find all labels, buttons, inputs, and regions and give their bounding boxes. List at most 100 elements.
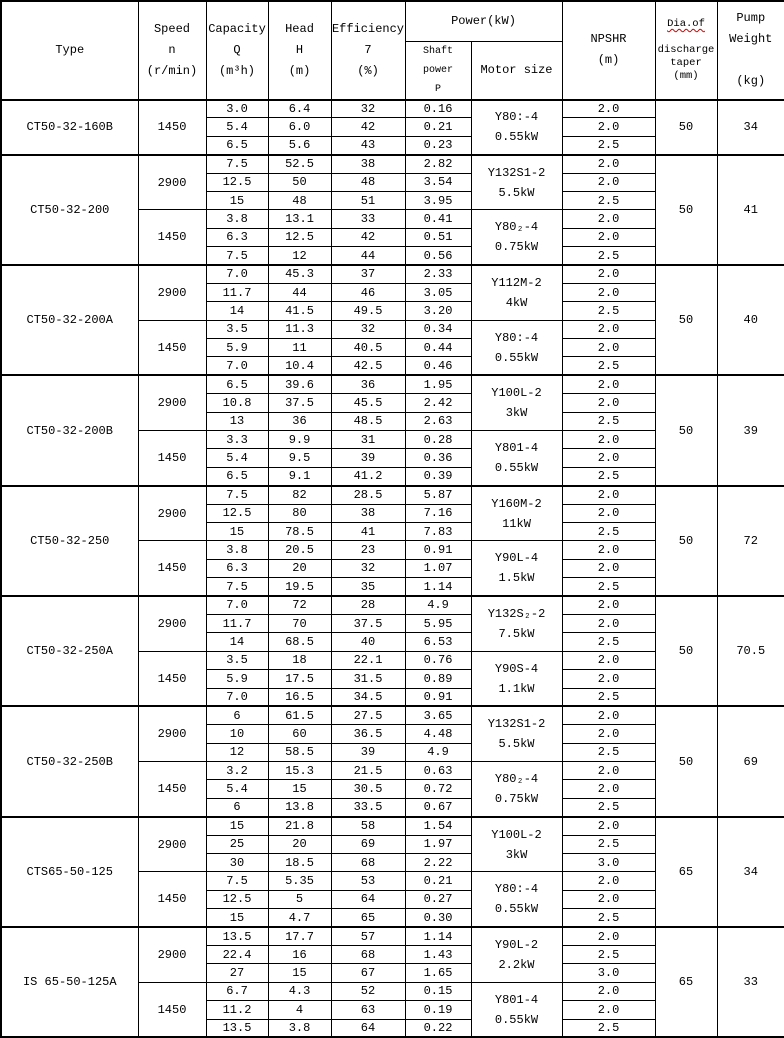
discharge-dia-cell: 65	[654, 815, 718, 928]
efficiency-cell: 31.5	[330, 669, 406, 689]
header-speed: Speed n (r/min)	[137, 0, 207, 100]
capacity-cell: 6	[205, 705, 269, 726]
npshr-cell: 2.5	[561, 632, 656, 652]
capacity-cell: 6.3	[205, 558, 269, 579]
header-capacity: Capacity Q (m³h)	[205, 0, 269, 100]
capacity-cell: 15	[205, 190, 269, 211]
shaft-power-cell: 2.63	[404, 411, 472, 432]
capacity-cell: 10	[205, 724, 269, 744]
capacity-cell: 15	[205, 908, 269, 928]
npshr-cell: 2.0	[561, 724, 656, 744]
npshr-cell: 3.0	[561, 853, 656, 873]
efficiency-cell: 53	[330, 871, 406, 891]
shaft-power-cell: 0.16	[404, 98, 472, 119]
speed-cell: 2900	[137, 374, 207, 432]
speed-cell: 2900	[137, 264, 207, 321]
speed-cell: 1450	[137, 98, 207, 156]
discharge-dia-cell: 50	[654, 264, 718, 376]
npshr-cell: 2.5	[561, 834, 656, 855]
npshr-cell: 2.5	[561, 301, 656, 321]
capacity-cell: 12.5	[205, 503, 269, 523]
head-cell: 80	[267, 503, 332, 523]
efficiency-cell: 37	[330, 263, 406, 284]
head-cell: 13.1	[267, 209, 332, 229]
discharge-dia-cell: 50	[654, 153, 718, 266]
table-row: 11.7 70 37.5 5.95 2.0	[1, 613, 784, 634]
efficiency-cell: 69	[330, 834, 406, 855]
capacity-cell: 12.5	[205, 172, 269, 192]
speed-cell: 1450	[137, 540, 207, 597]
head-cell: 15	[267, 779, 332, 799]
table-row: 30 18.5 68 2.22 3.0	[1, 853, 784, 873]
head-cell: 37.5	[267, 393, 332, 413]
table-row: 1450 3.8 13.1 33 0.41 Y80₂-4 0.75kW 2.0	[1, 209, 784, 266]
efficiency-cell: 28	[330, 595, 406, 615]
head-cell: 50	[267, 172, 332, 192]
head-cell: 16	[267, 944, 332, 965]
efficiency-cell: 30.5	[330, 779, 406, 799]
efficiency-cell: 32	[330, 98, 406, 119]
shaft-power-cell: 1.54	[404, 815, 472, 836]
pump-type-cell: CT50-32-160B	[0, 98, 139, 156]
header-motor-size: Motor size	[470, 40, 563, 100]
efficiency-cell: 32	[330, 558, 406, 579]
npshr-cell: 2.5	[561, 356, 656, 376]
efficiency-cell: 49.5	[330, 301, 406, 321]
table-row: CTS65-50-125 2900 15 21.8 58 1.54 Y100L-2 3kW 2…	[0, 815, 784, 928]
header-discharge-dia: Dia.of discharge taper (mm)	[654, 0, 718, 100]
efficiency-cell: 46	[330, 282, 406, 303]
capacity-cell: 10.8	[205, 393, 269, 413]
pump-type-cell: CT50-32-200	[0, 153, 139, 266]
table-row: 6.3 20 32 1.07 2.0	[1, 558, 784, 579]
capacity-cell: 15	[205, 815, 269, 836]
pump-weight-cell: 39	[716, 374, 784, 487]
table-row: CT50-32-250B 2900 6 61.5 27.5 3.65 Y132S1-2 5.…	[0, 705, 784, 818]
motor-size-cell: Y801-4 0.55kW	[470, 981, 563, 1038]
npshr-cell: 2.0	[561, 503, 656, 523]
shaft-power-cell: 0.46	[404, 356, 472, 376]
efficiency-cell: 63	[330, 1000, 406, 1020]
discharge-dia-cell: 50	[654, 98, 718, 156]
head-cell: 20.5	[267, 540, 332, 560]
table-row: 13 36 48.5 2.63 2.5	[1, 411, 784, 432]
efficiency-cell: 64	[330, 1018, 406, 1038]
capacity-cell: 22.4	[205, 944, 269, 965]
efficiency-cell: 42	[330, 227, 406, 248]
efficiency-cell: 40.5	[330, 338, 406, 358]
table-row: 6 13.8 33.5 0.67 2.5	[1, 797, 784, 818]
npshr-cell: 2.0	[561, 484, 656, 505]
head-cell: 4.7	[267, 908, 332, 928]
capacity-cell: 3.5	[205, 319, 269, 340]
efficiency-cell: 42.5	[330, 356, 406, 376]
shaft-power-cell: 3.95	[404, 190, 472, 211]
table-row: IS 65-50-125A 2900 13.5 17.7 57 1.14 Y90L-2 2.…	[0, 926, 784, 1038]
table-row: 7.0 10.4 42.5 0.46 2.5	[1, 356, 784, 376]
pump-type-cell: IS 65-50-125A	[0, 926, 139, 1038]
table-row: 14 41.5 49.5 3.20 2.5	[1, 301, 784, 321]
capacity-cell: 11.2	[205, 1000, 269, 1020]
capacity-cell: 27	[205, 963, 269, 983]
npshr-cell: 2.0	[561, 117, 656, 137]
table-row: 22.4 16 68 1.43 2.5	[1, 944, 784, 965]
efficiency-cell: 51	[330, 190, 406, 211]
npshr-cell: 2.0	[561, 871, 656, 891]
capacity-cell: 11.7	[205, 282, 269, 303]
npshr-cell: 2.5	[561, 411, 656, 432]
table-row: CT50-32-200 2900 7.5 52.5 38 2.82 Y132S1-2 5.5…	[0, 153, 784, 266]
npshr-cell: 2.0	[561, 981, 656, 1002]
speed-cell: 1450	[137, 319, 207, 376]
efficiency-cell: 28.5	[330, 484, 406, 505]
motor-size-cell: Y160M-2 11kW	[470, 484, 563, 542]
pump-weight-cell: 70.5	[716, 595, 784, 707]
head-cell: 6.4	[267, 98, 332, 119]
shaft-power-cell: 3.05	[404, 282, 472, 303]
shaft-power-cell: 1.14	[404, 577, 472, 597]
head-cell: 17.7	[267, 926, 332, 946]
table-row: 14 68.5 40 6.53 2.5	[1, 632, 784, 652]
capacity-cell: 7.5	[205, 871, 269, 891]
capacity-cell: 5.4	[205, 448, 269, 468]
npshr-cell: 2.5	[561, 246, 656, 266]
shaft-power-cell: 0.51	[404, 227, 472, 248]
speed-cell: 1450	[137, 209, 207, 266]
